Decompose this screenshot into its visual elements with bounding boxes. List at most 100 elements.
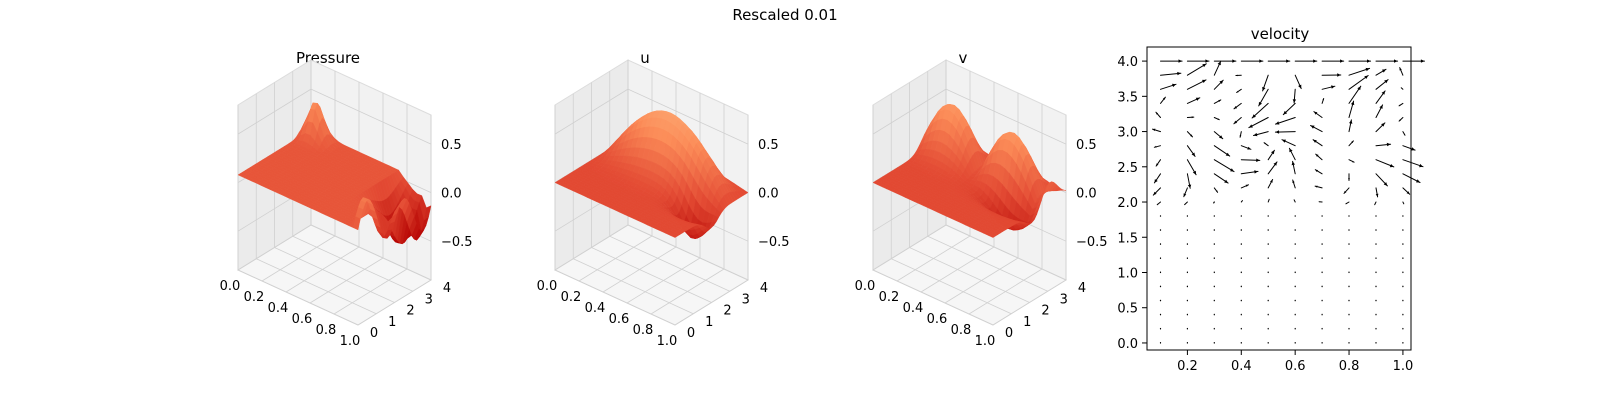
velocity-arrowhead — [1270, 179, 1273, 183]
velocity-arrowhead — [1345, 202, 1348, 204]
velocity-arrowhead — [1286, 59, 1290, 63]
velocity-arrowhead — [1225, 152, 1230, 157]
velocity-arrowhead — [1205, 59, 1209, 63]
velocity-arrowhead — [1379, 104, 1383, 109]
velocity-arrowhead — [1252, 114, 1256, 118]
v-grid-floor-y — [909, 247, 1030, 303]
velocity-arrowhead — [1248, 124, 1253, 128]
velocity-arrowhead — [1340, 59, 1344, 63]
velocity-xtick-label: 0.8 — [1339, 359, 1360, 374]
u-xtick-label: 0.0 — [537, 279, 558, 294]
v-ytick-label: 4 — [1078, 281, 1086, 296]
v-xtick-label: 0.2 — [879, 290, 900, 305]
velocity-arrowhead — [1292, 180, 1295, 183]
velocity-arrowhead — [1177, 71, 1181, 76]
pressure-ytick-label: 1 — [388, 315, 396, 330]
velocity-ytick-label: 0.5 — [1117, 302, 1138, 317]
velocity-arrowhead — [1310, 125, 1315, 129]
v-ztick-label: −0.5 — [1076, 235, 1108, 250]
velocity-arrowhead — [1256, 158, 1260, 162]
pressure-ytick-label: 2 — [406, 304, 414, 319]
velocity-arrowhead — [1217, 118, 1220, 120]
velocity-arrowhead — [1219, 135, 1223, 139]
velocity-arrowhead — [1416, 179, 1420, 183]
pressure-xtick-label: 0.0 — [220, 279, 241, 294]
velocity-arrowhead — [1350, 101, 1355, 106]
velocity-arrowhead — [1247, 146, 1251, 150]
pressure-surface-patch — [353, 216, 361, 231]
velocity-arrowhead — [1195, 97, 1200, 101]
velocity-xtick-label: 0.2 — [1177, 359, 1198, 374]
velocity-arrowhead — [1399, 67, 1402, 71]
u-ztick-label: 0.5 — [758, 138, 779, 153]
velocity-arrowhead — [1394, 59, 1398, 63]
v-ztick-label: 0.0 — [1076, 187, 1097, 202]
velocity-arrow — [1213, 201, 1215, 204]
velocity-arrowhead — [1187, 184, 1192, 189]
velocity-arrowhead — [1315, 185, 1318, 188]
velocity-xtick-label: 0.6 — [1285, 359, 1306, 374]
velocity-arrowhead — [1273, 161, 1277, 166]
velocity-arrowhead — [1364, 75, 1369, 79]
velocity-arrowhead — [1406, 191, 1410, 195]
velocity-arrow — [1400, 87, 1404, 90]
u-xtick-label: 0.2 — [561, 290, 582, 305]
velocity-arrowhead — [1191, 116, 1194, 119]
velocity-arrowhead — [1283, 110, 1288, 115]
v-surface-patch — [987, 233, 996, 238]
u-xtick-label: 0.4 — [585, 301, 606, 316]
velocity-arrowhead — [1156, 163, 1159, 167]
velocity-arrows — [1152, 59, 1425, 344]
pressure-grid-left-z — [237, 88, 312, 135]
velocity-arrowhead — [1399, 119, 1401, 122]
velocity-arrowhead — [1420, 59, 1425, 63]
velocity-arrowhead — [1298, 84, 1302, 89]
pressure-xtick-label: 0.6 — [292, 312, 313, 327]
velocity-arrowhead — [1232, 59, 1236, 63]
velocity-arrowhead — [1313, 111, 1318, 115]
velocity-arrowhead — [1289, 148, 1293, 153]
velocity-arrowhead — [1352, 160, 1355, 163]
u-grid-back-z — [627, 88, 749, 145]
pressure-xtick-label: 0.2 — [244, 290, 265, 305]
velocity-ytick-label: 1.5 — [1117, 231, 1138, 246]
u-grid-floor-y — [554, 269, 676, 326]
velocity-arrowhead — [1155, 112, 1159, 115]
velocity-arrowhead — [1202, 63, 1207, 68]
pressure-ztick-label: 0.5 — [441, 138, 462, 153]
u-grid-left-z — [554, 88, 629, 135]
velocity-arrowhead — [1262, 86, 1266, 91]
velocity-arrowhead — [1268, 199, 1270, 201]
pressure-grid-back-z — [310, 88, 432, 145]
velocity-arrowhead — [1386, 142, 1391, 147]
velocity-arrowhead — [1375, 193, 1379, 197]
velocity-arrowhead — [1219, 80, 1224, 84]
u-ztick-label: 0.0 — [758, 187, 779, 202]
v-xtick-label: 0.6 — [927, 312, 948, 327]
velocity-arrowhead — [1381, 122, 1385, 127]
velocity-arrowhead — [1275, 130, 1280, 134]
u-xtick-label: 0.8 — [633, 323, 654, 338]
v-grid-floor-y — [945, 224, 1067, 281]
velocity-arrowhead — [1275, 121, 1280, 125]
velocity-arrowhead — [1319, 201, 1321, 203]
velocity-arrowhead — [1192, 170, 1197, 175]
v-ytick-label: 3 — [1060, 292, 1068, 307]
velocity-arrowhead — [1152, 128, 1156, 132]
velocity-arrowhead — [1258, 101, 1262, 106]
v-ytick-label: 2 — [1041, 304, 1049, 319]
pressure-ytick-label: 4 — [443, 281, 451, 296]
velocity-arrow — [1248, 117, 1269, 129]
velocity-arrowhead — [1157, 203, 1159, 205]
velocity-arrowhead — [1344, 190, 1347, 194]
velocity-arrowhead — [1383, 182, 1388, 186]
pressure-ytick-label: 3 — [425, 292, 433, 307]
velocity-arrowhead — [1382, 69, 1386, 73]
velocity-arrowhead — [1184, 203, 1186, 205]
pressure-ytick-label: 0 — [370, 326, 378, 341]
v-surface — [872, 104, 1067, 238]
velocity-arrowhead — [1191, 152, 1196, 157]
velocity-arrow — [1402, 159, 1424, 168]
